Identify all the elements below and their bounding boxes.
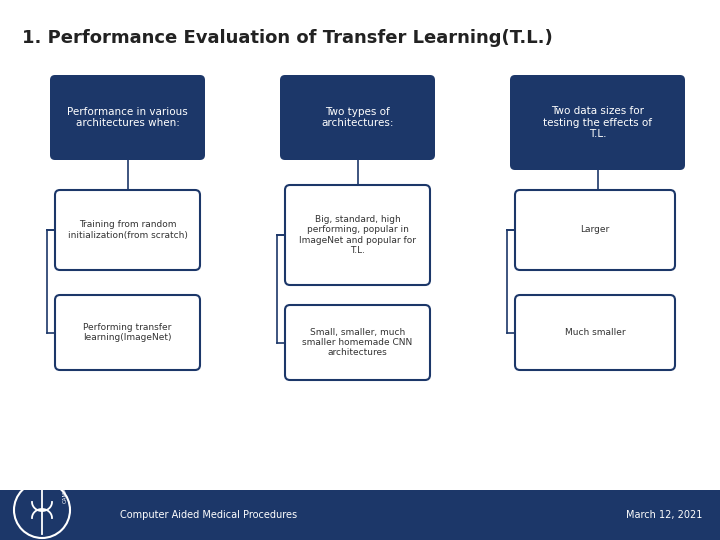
FancyBboxPatch shape <box>285 305 430 380</box>
Bar <box>0 490 720 540</box>
Text: 1. Performance Evaluation of Transfer Learning(T.L.): 1. Performance Evaluation of Transfer Le… <box>22 29 553 47</box>
FancyBboxPatch shape <box>515 295 675 370</box>
Text: Two data sizes for
testing the effects of
T.L.: Two data sizes for testing the effects o… <box>543 106 652 139</box>
FancyBboxPatch shape <box>515 190 675 270</box>
Text: CAMP: CAMP <box>63 488 68 503</box>
Text: Training from random
initialization(from scratch): Training from random initialization(from… <box>68 220 187 240</box>
Text: Larger: Larger <box>580 226 610 234</box>
Text: Two types of
architectures:: Two types of architectures: <box>321 107 394 129</box>
Text: Performance in various
architectures when:: Performance in various architectures whe… <box>67 107 188 129</box>
FancyBboxPatch shape <box>510 75 685 170</box>
Text: Much smaller: Much smaller <box>564 328 625 337</box>
FancyBboxPatch shape <box>50 75 205 160</box>
Text: Small, smaller, much
smaller homemade CNN
architectures: Small, smaller, much smaller homemade CN… <box>302 328 413 357</box>
FancyBboxPatch shape <box>55 295 200 370</box>
Text: March 12, 2021: March 12, 2021 <box>626 510 702 520</box>
Text: Big, standard, high
performing, popular in
ImageNet and popular for
T.L.: Big, standard, high performing, popular … <box>299 215 416 255</box>
FancyBboxPatch shape <box>55 190 200 270</box>
Text: Performing transfer
learning(ImageNet): Performing transfer learning(ImageNet) <box>84 323 172 342</box>
FancyBboxPatch shape <box>280 75 435 160</box>
Text: Computer Aided Medical Procedures: Computer Aided Medical Procedures <box>120 510 297 520</box>
FancyBboxPatch shape <box>285 185 430 285</box>
